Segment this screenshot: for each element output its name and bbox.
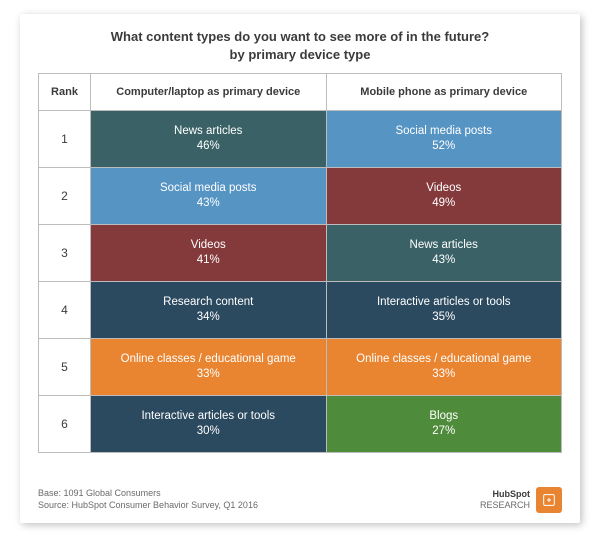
value-percent: 41% <box>197 253 220 269</box>
rank-cell: 4 <box>39 282 91 339</box>
content-table: Rank Computer/laptop as primary device M… <box>38 73 562 453</box>
value-cell: Blogs27% <box>326 396 562 453</box>
value-block: Research content34% <box>91 282 326 338</box>
value-block: Videos49% <box>327 168 562 224</box>
value-percent: 35% <box>432 310 455 326</box>
value-label: News articles <box>410 238 478 254</box>
value-cell: Videos41% <box>91 225 327 282</box>
value-cell: Social media posts52% <box>326 111 562 168</box>
value-label: Social media posts <box>395 124 492 140</box>
value-percent: 43% <box>197 196 220 212</box>
value-cell: News articles46% <box>91 111 327 168</box>
value-cell: Interactive articles or tools35% <box>326 282 562 339</box>
image-frame: What content types do you want to see mo… <box>0 0 600 537</box>
value-cell: Online classes / educational game33% <box>326 339 562 396</box>
value-block: Blogs27% <box>327 396 562 452</box>
value-percent: 33% <box>432 367 455 383</box>
value-block: Interactive articles or tools35% <box>327 282 562 338</box>
value-label: Blogs <box>429 409 458 425</box>
header-rank: Rank <box>39 74 91 111</box>
footer-source: Source: HubSpot Consumer Behavior Survey… <box>38 499 258 511</box>
value-percent: 34% <box>197 310 220 326</box>
brand: HubSpot RESEARCH <box>480 487 562 513</box>
value-cell: Videos49% <box>326 168 562 225</box>
rank-cell: 6 <box>39 396 91 453</box>
value-percent: 52% <box>432 139 455 155</box>
value-percent: 43% <box>432 253 455 269</box>
value-label: Research content <box>163 295 253 311</box>
value-cell: Interactive articles or tools30% <box>91 396 327 453</box>
value-percent: 33% <box>197 367 220 383</box>
value-block: Interactive articles or tools30% <box>91 396 326 452</box>
table-row: 3Videos41%News articles43% <box>39 225 562 282</box>
footer-text: Base: 1091 Global Consumers Source: HubS… <box>38 487 258 511</box>
value-block: News articles43% <box>327 225 562 281</box>
value-block: News articles46% <box>91 111 326 167</box>
value-label: Social media posts <box>160 181 257 197</box>
rank-cell: 1 <box>39 111 91 168</box>
rank-cell: 2 <box>39 168 91 225</box>
rank-cell: 5 <box>39 339 91 396</box>
value-label: Videos <box>426 181 461 197</box>
footer-base: Base: 1091 Global Consumers <box>38 487 258 499</box>
header-col2: Mobile phone as primary device <box>326 74 562 111</box>
value-cell: Social media posts43% <box>91 168 327 225</box>
table-row: 1News articles46%Social media posts52% <box>39 111 562 168</box>
value-block: Online classes / educational game33% <box>91 339 326 395</box>
value-block: Videos41% <box>91 225 326 281</box>
value-label: Interactive articles or tools <box>141 409 275 425</box>
value-label: Online classes / educational game <box>356 352 531 368</box>
header-col1: Computer/laptop as primary device <box>91 74 327 111</box>
brand-sub: RESEARCH <box>480 500 530 510</box>
table-row: 4Research content34%Interactive articles… <box>39 282 562 339</box>
title-line-2: by primary device type <box>230 47 371 62</box>
value-percent: 46% <box>197 139 220 155</box>
value-block: Social media posts43% <box>91 168 326 224</box>
value-label: News articles <box>174 124 242 140</box>
chart-title: What content types do you want to see mo… <box>38 28 562 63</box>
value-percent: 27% <box>432 424 455 440</box>
value-percent: 49% <box>432 196 455 212</box>
brand-icon <box>536 487 562 513</box>
value-cell: Online classes / educational game33% <box>91 339 327 396</box>
rank-cell: 3 <box>39 225 91 282</box>
table-row: 5Online classes / educational game33%Onl… <box>39 339 562 396</box>
value-block: Social media posts52% <box>327 111 562 167</box>
value-label: Videos <box>191 238 226 254</box>
value-label: Online classes / educational game <box>121 352 296 368</box>
card: What content types do you want to see mo… <box>20 14 580 523</box>
table-row: 2Social media posts43%Videos49% <box>39 168 562 225</box>
table-row: 6Interactive articles or tools30%Blogs27… <box>39 396 562 453</box>
value-block: Online classes / educational game33% <box>327 339 562 395</box>
header-row: Rank Computer/laptop as primary device M… <box>39 74 562 111</box>
value-cell: News articles43% <box>326 225 562 282</box>
value-label: Interactive articles or tools <box>377 295 511 311</box>
title-line-1: What content types do you want to see mo… <box>111 29 489 44</box>
brand-name: HubSpot <box>493 489 531 499</box>
value-percent: 30% <box>197 424 220 440</box>
brand-text: HubSpot RESEARCH <box>480 489 530 511</box>
value-cell: Research content34% <box>91 282 327 339</box>
